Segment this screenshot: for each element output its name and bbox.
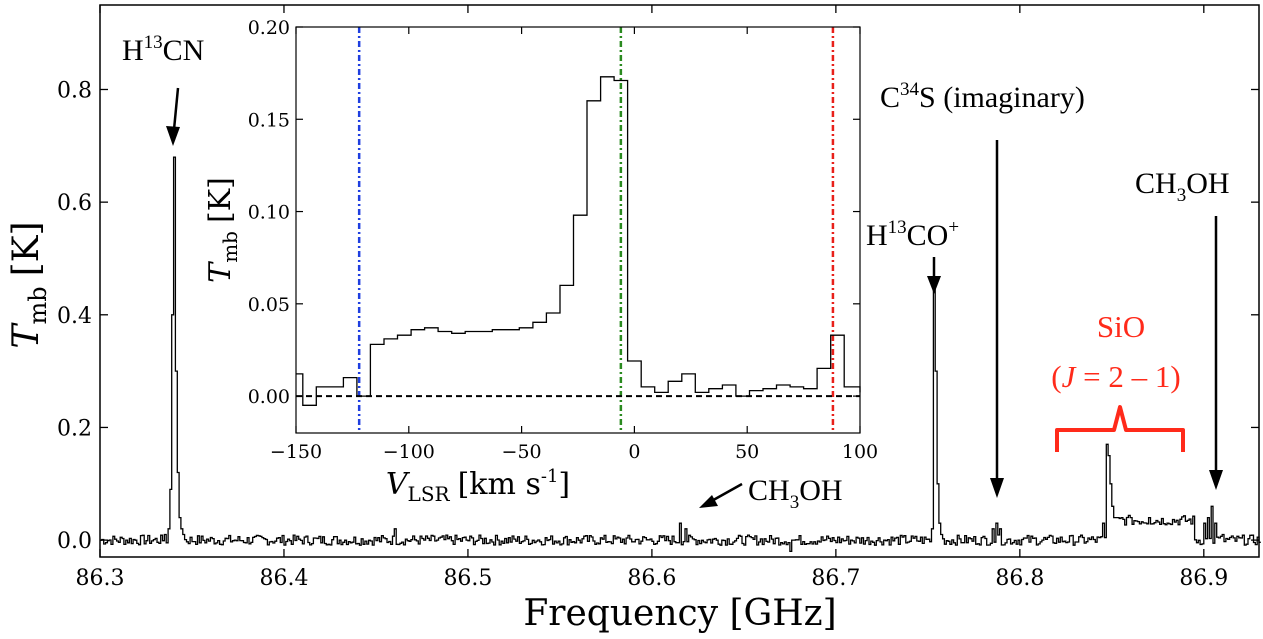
arrowhead-h13co [927,276,941,294]
main-ylabel: Tmb[K] [6,221,52,348]
inset-xlabel: VLSR [km s-1] [386,466,570,506]
inset-ytick-label: 0.10 [248,202,290,224]
inset-xtick-label: 0 [628,441,640,463]
main-xtick-label: 86.4 [259,566,308,591]
main-ytick-label: 0.6 [57,191,92,216]
main-xtick-label: 86.6 [627,566,676,591]
sio-brace [1055,405,1185,452]
annotation-ch3oh-right: CH3OH [1135,167,1230,206]
annotation-sio: SiO [1097,309,1145,344]
inset-vlines [296,27,860,433]
inset-series [296,76,861,406]
svg-text:Tmb[K]: Tmb[K] [6,221,52,348]
svg-text:Tmb[K]: Tmb[K] [203,177,242,283]
main-xtick-label: 86.8 [995,566,1044,591]
main-xtick-label: 86.3 [76,566,125,591]
arrowhead-ch3oh-right [1209,470,1223,490]
annotation-sio-transition: (J = 2 – 1) [1051,359,1180,394]
arrowhead-ch3oh-mid [699,495,718,508]
main-ticks: 86.3 86.4 86.5 86.6 86.7 86.8 86.9 0.0 0.2 0.4 0.6… [57,5,1259,591]
inset-spectrum-line [296,76,861,406]
inset-ticks: −150 −100 −50 0 50 100 0.00 0.05 0.10 0.15 0.20 [248,17,878,463]
annotation-c34s: C34S (imaginary) [880,79,1085,114]
inset-plot-frame [295,26,861,434]
main-ytick-label: 0.4 [57,304,92,329]
inset-xtick-label: 100 [842,441,878,463]
inset-ytick-label: 0.20 [248,17,290,39]
inset-background [296,27,860,433]
main-series [100,156,1261,553]
main-xtick-label: 86.5 [443,566,492,591]
inset-ytick-label: 0.00 [248,386,290,408]
main-spectrum-line [100,156,1261,553]
annotation-h13cn: H13CN [122,32,204,67]
main-xtick-label: 86.7 [811,566,860,591]
main-ytick-label: 0.0 [57,529,92,554]
inset-ytick-label: 0.15 [248,109,290,131]
inset-xtick-label: −150 [270,441,322,463]
inset-ytick-label: 0.05 [248,294,290,316]
annotation-h13co: H13CO+ [866,217,959,252]
arrowhead-c34s [990,478,1004,498]
annotation-ch3oh-mid: CH3OH [748,474,843,513]
main-ytick-label: 0.2 [57,416,92,441]
main-xlabel: Frequency [GHz] [523,593,836,634]
inset-xtick-label: −50 [502,441,542,463]
inset-xtick-label: −100 [383,441,435,463]
inset-xtick-label: 50 [735,441,759,463]
main-plot-frame [99,4,1260,558]
arrowhead-h13cn [166,126,180,146]
main-xtick-label: 86.9 [1179,566,1228,591]
inset-ylabel: Tmb[K] [203,177,242,283]
main-ytick-label: 0.8 [57,78,92,103]
